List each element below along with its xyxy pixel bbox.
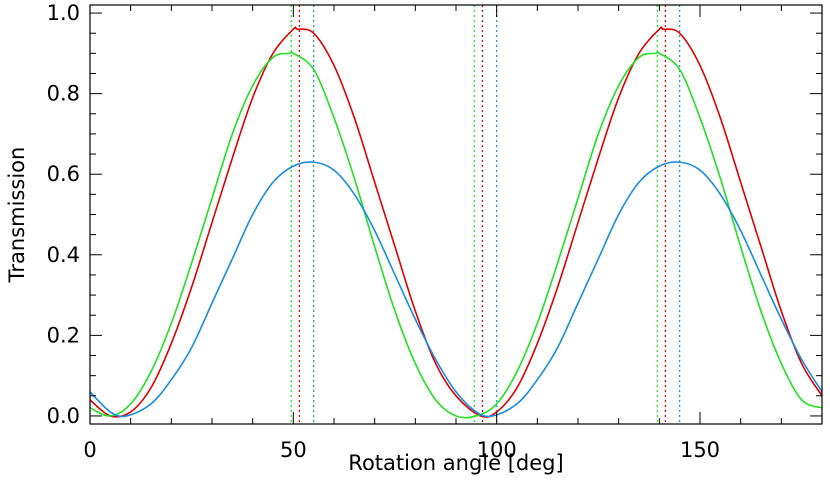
x-tick-label: 100 [477, 438, 517, 462]
x-tick-label: 150 [680, 438, 720, 462]
y-tick-label: 0.4 [47, 243, 80, 267]
vertical-marker-group [290, 5, 681, 424]
y-tick-label: 0.2 [47, 323, 80, 347]
y-axis-label: Transmission [5, 147, 29, 284]
x-tick-label: 0 [83, 438, 96, 462]
series-line-0 [89, 26, 823, 418]
x-tick-label: 50 [280, 438, 307, 462]
series-line-2 [89, 161, 823, 418]
y-tick-label: 0.6 [47, 162, 80, 186]
tick-group: 0 50 100 150 0.0 0.2 0.4 0.6 0.8 1.0 [47, 1, 823, 462]
x-axis-label: Rotation angle [deg] [348, 451, 563, 475]
y-tick-label: 1.0 [47, 1, 80, 25]
series-line-1 [89, 51, 823, 419]
series-group [89, 26, 823, 419]
y-tick-label: 0.0 [47, 404, 80, 428]
y-tick-label: 0.8 [47, 82, 80, 106]
plot-frame [89, 4, 823, 425]
